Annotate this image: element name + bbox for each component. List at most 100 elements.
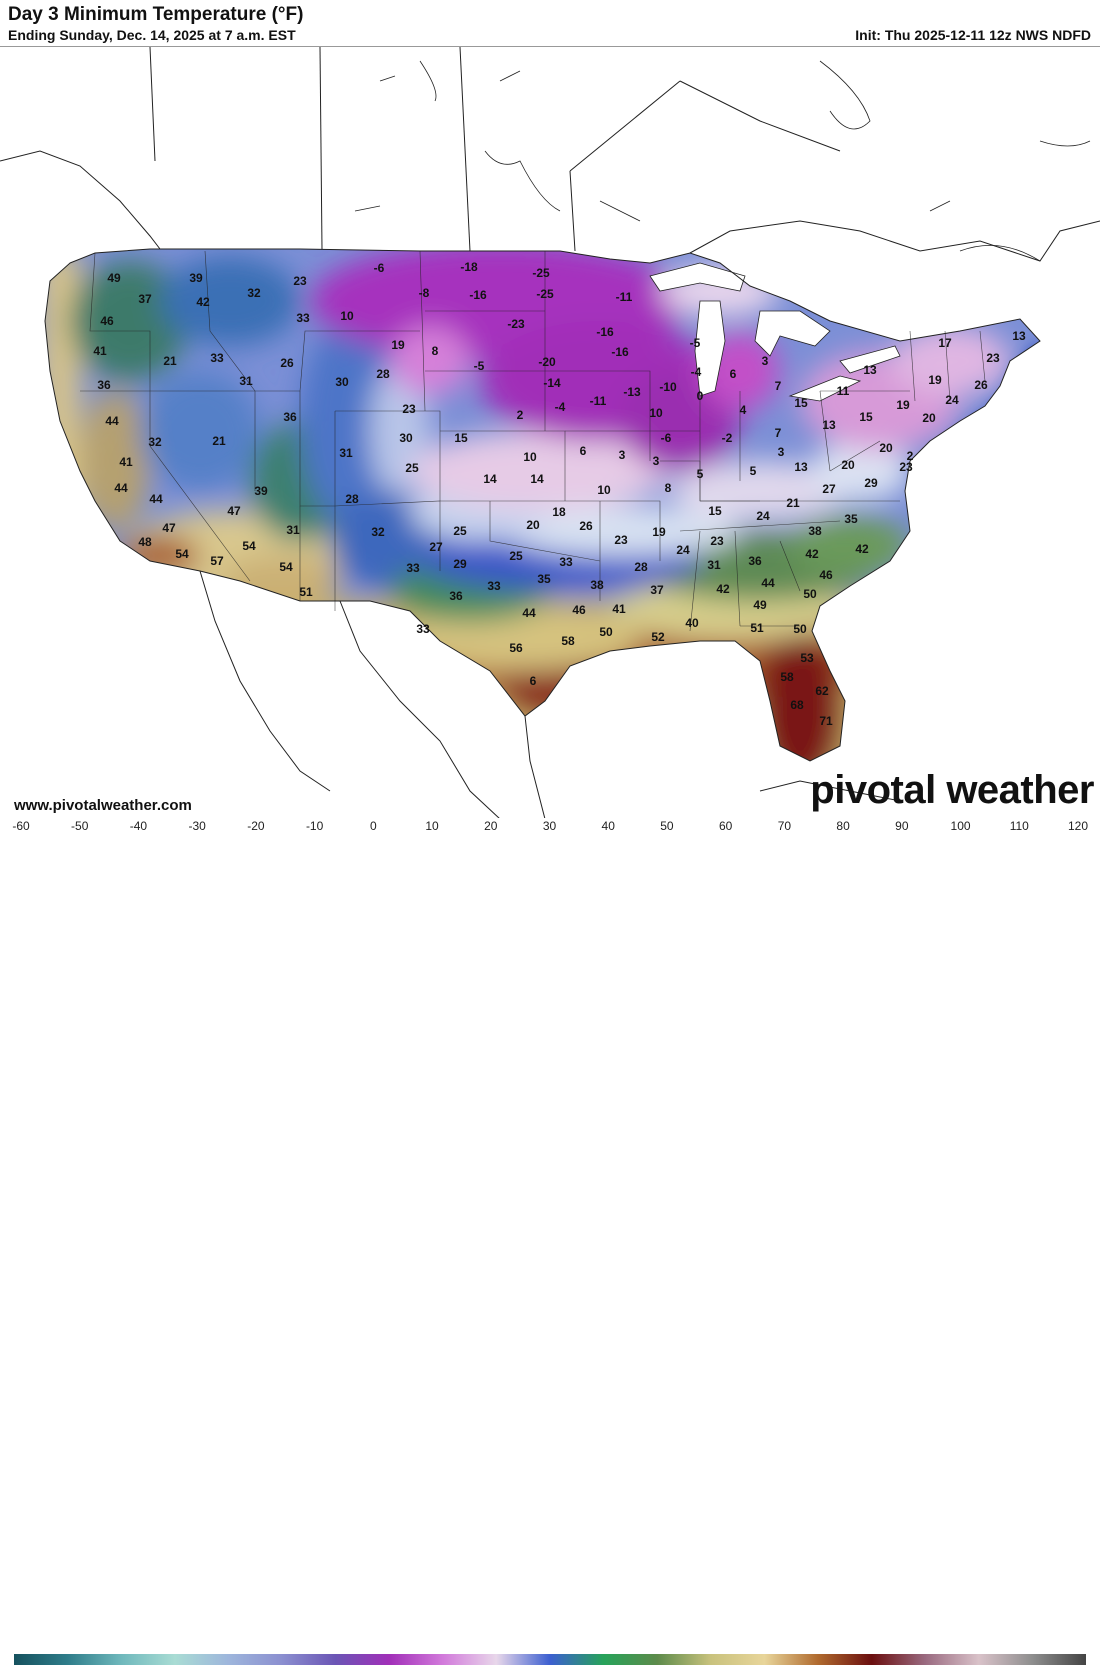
temperature-label: 54 [279, 560, 293, 574]
init-time: Init: Thu 2025-12-11 12z NWS NDFD [855, 27, 1091, 43]
temperature-label: -4 [554, 400, 566, 414]
temperature-label: 30 [399, 431, 413, 445]
map-title: Day 3 Minimum Temperature (°F) [8, 4, 304, 25]
colorbar-tick-label: 120 [1067, 819, 1089, 833]
temperature-label: 44 [761, 576, 775, 590]
temperature-label: 24 [945, 393, 959, 407]
temperature-label: 50 [793, 622, 807, 636]
temperature-label: 32 [247, 286, 261, 300]
temperature-label: 44 [105, 414, 119, 428]
temperature-label: 32 [148, 435, 162, 449]
colorbar-tick-label: 20 [484, 819, 498, 833]
temperature-label: -14 [543, 376, 561, 390]
colorbar-tick-label: 110 [1009, 819, 1029, 833]
temperature-label: 29 [453, 557, 467, 571]
temperature-label: 29 [864, 476, 878, 490]
great-lakes [649, 262, 901, 402]
temperature-label: 47 [227, 504, 241, 518]
temperature-label: -2 [721, 431, 733, 445]
temperature-label: 19 [896, 398, 910, 412]
temperature-label: 15 [859, 410, 873, 424]
temperature-label: -13 [623, 385, 641, 399]
temperature-label: 10 [340, 309, 354, 323]
temperature-label: 24 [756, 509, 770, 523]
temperature-label: 14 [530, 472, 544, 486]
temperature-label: -8 [418, 286, 430, 300]
temperature-label: 41 [612, 602, 626, 616]
temperature-label: 44 [522, 606, 536, 620]
temperature-label: 37 [138, 292, 152, 306]
temperature-label: 44 [149, 492, 163, 506]
temperature-label: 15 [708, 504, 722, 518]
temperature-label: 21 [786, 496, 800, 510]
temperature-label: 42 [196, 295, 210, 309]
temperature-label: 20 [526, 518, 540, 532]
temperature-label: -11 [615, 290, 633, 304]
temperature-label: 31 [339, 446, 353, 460]
temperature-label: 13 [822, 418, 836, 432]
temperature-label: 7 [774, 379, 782, 393]
temperature-label: 5 [749, 464, 757, 478]
temperature-label: 23 [986, 351, 1000, 365]
canada-lakes [354, 60, 1091, 262]
temperature-label: -23 [507, 317, 525, 331]
temperature-label: 5 [696, 467, 704, 481]
temperature-label: 26 [974, 378, 988, 392]
temperature-label: 31 [286, 523, 300, 537]
temperature-label: 28 [376, 367, 390, 381]
temperature-label: 42 [716, 582, 730, 596]
temperature-label: 6 [729, 367, 737, 381]
brand-logo: pivotal weather [810, 768, 1094, 812]
temperature-label: 25 [405, 461, 419, 475]
temperature-label: 23 [710, 534, 724, 548]
borders [0, 47, 1100, 819]
temperature-label: 58 [561, 634, 575, 648]
temperature-label: 33 [487, 579, 501, 593]
colorbar-tick-label: 0 [369, 819, 377, 833]
colorbar-tick-label: 70 [777, 819, 792, 833]
temperature-label: 11 [836, 384, 850, 398]
temperature-map[interactable]: -6 -18 -25 -25 -8 -16 -11 -23 -16 -5 -16 -20 -5 -14 -4… [0, 46, 1100, 819]
temperature-label: 47 [162, 521, 176, 535]
temperature-label: 32 [371, 525, 385, 539]
temperature-label: 49 [753, 598, 767, 612]
temperature-label: 25 [509, 549, 523, 563]
temperature-label: 10 [597, 483, 611, 497]
temperature-label: 3 [761, 354, 769, 368]
temperature-label: -11 [589, 394, 607, 408]
temperature-label: 52 [651, 630, 665, 644]
colorbar-tick-label: 60 [718, 819, 733, 833]
temperature-label: 41 [119, 455, 133, 469]
temperature-label: 19 [391, 338, 405, 352]
temperature-label: 4 [739, 403, 747, 417]
temperature-label: -16 [469, 288, 487, 302]
temperature-label: -6 [373, 261, 385, 275]
temperature-label: -25 [532, 266, 550, 280]
temperature-label: 50 [599, 625, 613, 639]
temperature-label: 13 [863, 363, 877, 377]
temperature-label: 35 [844, 512, 858, 526]
colorbar-tick-label: -30 [188, 819, 206, 833]
temperature-label: 3 [618, 448, 626, 462]
temperature-label: -5 [689, 336, 701, 350]
temperature-label: 20 [922, 411, 936, 425]
temperature-label: 40 [685, 616, 699, 630]
temperature-label: 46 [572, 603, 586, 617]
colorbar-tick-label: 80 [836, 819, 850, 833]
website-url: www.pivotalweather.com [14, 797, 192, 814]
temperature-label: 21 [212, 434, 226, 448]
temperature-label: 19 [928, 373, 942, 387]
temperature-label: 23 [293, 274, 307, 288]
colorbar-tick-label: -60 [12, 819, 30, 833]
temperature-label: 51 [750, 621, 764, 635]
temperature-label: 39 [254, 484, 268, 498]
temperature-label: 49 [107, 271, 121, 285]
temperature-label: 6 [579, 444, 587, 458]
temperature-label: -10 [659, 380, 677, 394]
colorbar-tick-label: 100 [950, 819, 971, 833]
temperature-label: 15 [794, 396, 808, 410]
temperature-label: 71 [819, 714, 833, 728]
temperature-label: 58 [780, 670, 794, 684]
temperature-label: 31 [707, 558, 721, 572]
temperature-label: 0 [696, 389, 704, 403]
